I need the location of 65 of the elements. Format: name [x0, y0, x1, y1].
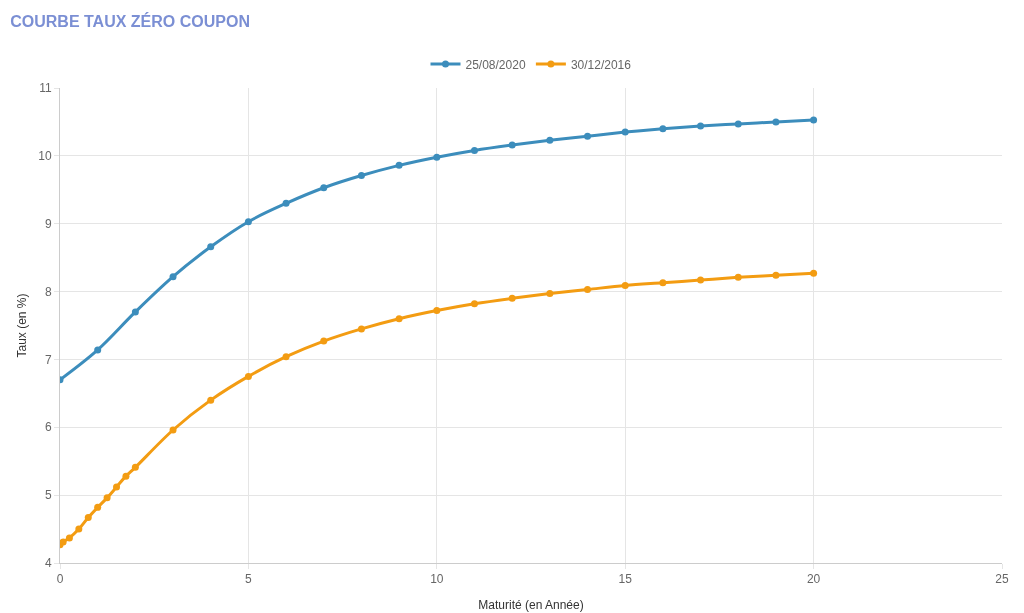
point: [772, 271, 780, 279]
point: [94, 503, 102, 511]
point: [810, 116, 818, 124]
y-tick-label: 7: [44, 352, 52, 367]
y-axis-title: Taux (en %): [15, 293, 29, 358]
point: [584, 132, 592, 140]
point: [357, 172, 365, 180]
point: [395, 161, 403, 169]
point: [65, 534, 73, 542]
point: [75, 525, 83, 533]
point: [282, 353, 290, 361]
point: [320, 184, 328, 192]
point: [659, 125, 667, 133]
x-axis-title: Maturité (en Année): [478, 598, 584, 612]
point: [122, 472, 130, 480]
point: [103, 494, 111, 502]
point: [508, 294, 516, 302]
point: [508, 141, 516, 149]
legend-label: 30/12/2016: [570, 57, 632, 72]
point: [659, 279, 667, 287]
point: [113, 483, 121, 491]
y-tick-label: 6: [44, 420, 52, 435]
point: [433, 153, 441, 161]
point: [207, 243, 215, 251]
point: [244, 218, 252, 226]
y-tick-label: 11: [39, 81, 52, 96]
point: [621, 281, 629, 289]
point: [169, 426, 177, 434]
legend-label: 25/08/2020: [465, 57, 526, 72]
point: [772, 118, 780, 126]
y-tick-label: 10: [38, 149, 52, 164]
y-tick-label: 8: [44, 284, 52, 299]
point: [395, 315, 403, 323]
point: [169, 273, 177, 281]
point: [207, 396, 215, 404]
chart-title: COURBE TAUX ZÉRO COUPON: [10, 11, 250, 30]
point: [546, 290, 554, 298]
point: [244, 372, 252, 380]
point: [131, 308, 139, 316]
point: [470, 146, 478, 154]
point: [584, 286, 592, 294]
y-tick-label: 4: [44, 556, 52, 571]
y-tick-label: 9: [44, 216, 52, 231]
x-tick-label: 25: [995, 572, 1009, 587]
x-tick-label: 20: [806, 572, 821, 587]
point: [320, 337, 328, 345]
x-tick-label: 10: [430, 572, 444, 587]
point: [470, 300, 478, 308]
point: [282, 199, 290, 207]
y-tick-label: 5: [44, 488, 52, 503]
point: [131, 463, 139, 471]
x-tick-label: 5: [245, 572, 253, 587]
point: [697, 122, 705, 130]
point: [357, 325, 365, 333]
point: [734, 273, 742, 281]
point: [697, 276, 705, 284]
point: [546, 136, 554, 144]
point: [433, 307, 441, 315]
x-tick-label: 15: [618, 572, 633, 587]
point: [84, 514, 92, 522]
x-tick-label: 0: [56, 572, 64, 587]
point: [810, 269, 818, 277]
point: [621, 128, 629, 136]
point: [94, 346, 102, 354]
point: [734, 120, 742, 128]
